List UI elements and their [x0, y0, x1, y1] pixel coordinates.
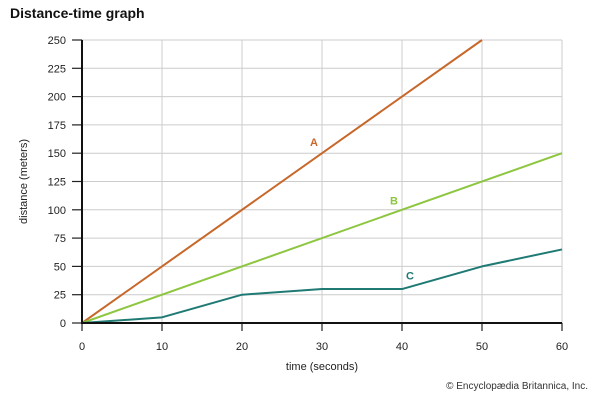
- series-label-c: C: [406, 270, 414, 282]
- y-tick-label: 175: [48, 120, 66, 132]
- y-tick-label: 150: [48, 148, 66, 160]
- y-tick-label: 225: [48, 63, 66, 75]
- y-tick-label: 50: [54, 261, 66, 273]
- y-axis-label: distance (meters): [18, 139, 30, 224]
- series-line-c: [81, 248, 563, 324]
- chart-title: Distance-time graph: [10, 5, 145, 21]
- y-tick-label: 25: [54, 290, 66, 302]
- x-tick-label: 50: [476, 341, 488, 353]
- x-tick-label: 60: [556, 341, 568, 353]
- x-tick-label: 20: [236, 341, 248, 353]
- y-tick-label: 75: [54, 233, 66, 245]
- x-tick-label: 30: [316, 341, 328, 353]
- y-tick-label: 0: [60, 318, 66, 330]
- y-tick-label: 200: [48, 92, 66, 104]
- y-tick-label: 250: [48, 35, 66, 47]
- series-label-b: B: [390, 196, 398, 208]
- copyright-credit: © Encyclopædia Britannica, Inc.: [446, 381, 588, 392]
- y-tick-label: 100: [48, 205, 66, 217]
- series-line-a: [81, 39, 483, 324]
- series-label-a: A: [310, 137, 318, 149]
- x-axis-label: time (seconds): [286, 361, 358, 373]
- x-tick-label: 0: [79, 341, 85, 353]
- series-line-b: [81, 152, 563, 324]
- y-tick-label: 125: [48, 177, 66, 189]
- x-tick-label: 10: [156, 341, 168, 353]
- x-tick-label: 40: [396, 341, 408, 353]
